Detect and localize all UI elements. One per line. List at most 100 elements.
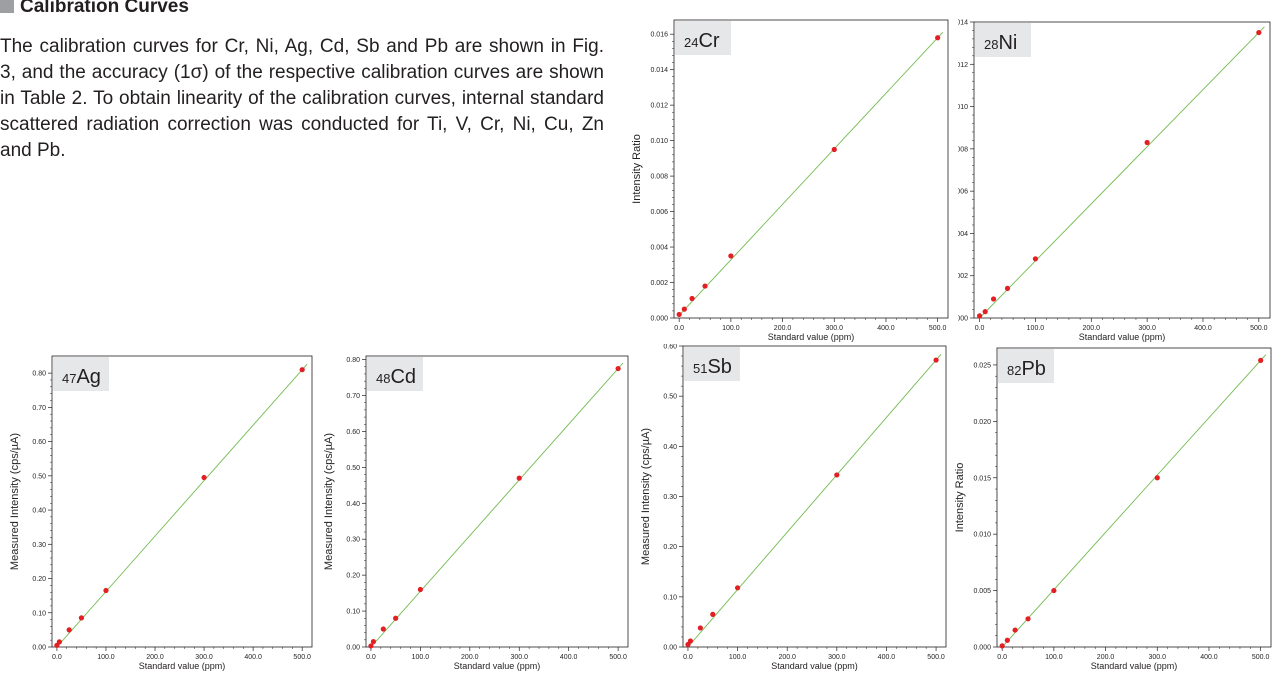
data-point — [990, 296, 997, 302]
y-tick-label: 0.60 — [346, 429, 360, 436]
x-tick-label: 100.0 — [722, 325, 740, 332]
fit-line — [687, 354, 942, 648]
data-point — [78, 615, 85, 621]
data-point — [1256, 29, 1262, 36]
data-point — [516, 475, 522, 481]
x-tick-label: 300.0 — [825, 325, 843, 332]
x-tick-label: 200.0 — [778, 654, 796, 661]
data-point — [999, 643, 1005, 649]
x-tick-label: 0.0 — [683, 654, 693, 661]
fit-line — [979, 26, 1265, 319]
isotope-number: 82 — [1007, 363, 1021, 378]
data-point — [834, 472, 840, 478]
y-tick-label: 0.00 — [32, 645, 46, 652]
x-tick-label: 100.0 — [1045, 654, 1063, 661]
data-point — [370, 639, 377, 645]
y-tick-label: 0.50 — [663, 394, 677, 401]
data-point — [689, 295, 695, 302]
x-tick-label: 400.0 — [1194, 325, 1212, 332]
data-point — [1144, 139, 1150, 146]
element-label-box — [975, 23, 1031, 57]
y-tick-label: 0.002 — [650, 280, 668, 287]
y-tick-label: 0.70 — [32, 405, 46, 412]
data-point — [299, 367, 305, 373]
y-tick-label: 0.80 — [346, 357, 360, 364]
data-point — [734, 585, 741, 591]
isotope-number: 47 — [62, 371, 76, 386]
y-tick-label: 0.10 — [663, 594, 677, 601]
x-tick-label: 400.0 — [1200, 654, 1218, 661]
element-label-box — [998, 349, 1054, 383]
y-tick-label: 0.20 — [346, 573, 360, 580]
element-label-text: 47Ag — [62, 366, 101, 388]
element-symbol: Cr — [698, 30, 719, 52]
x-tick-label: 0.0 — [997, 654, 1007, 661]
x-tick-label: 0.0 — [52, 654, 62, 661]
data-point — [1051, 587, 1057, 594]
chart-svg: 47Ag 0.0 100.0 200.0 300.0 400.0 500.0 0.00 0.10… — [9, 355, 313, 671]
element-label-box — [367, 357, 423, 391]
y-tick-label: 0.30 — [32, 542, 46, 549]
y-tick-label: 0.10 — [32, 610, 46, 617]
chart-cd: 48Cd 0.0 100.0 200.0 300.0 400.0 500.0 0.00 0.10… — [320, 344, 636, 673]
fit-line — [1001, 354, 1267, 648]
fit-line — [56, 363, 308, 648]
x-axis-label: Standard value (ppm) — [139, 661, 226, 671]
chart-pb: 82Pb 0.0 100.0 200.0 300.0 400.0 500.0 0.000 0.0… — [954, 344, 1279, 673]
isotope-number: 48 — [376, 371, 390, 386]
plot-frame — [973, 21, 1271, 319]
data-point — [687, 638, 694, 644]
x-tick-label: 300.0 — [195, 654, 213, 661]
y-tick-label: 0.010 — [650, 138, 668, 145]
element-symbol: Ni — [998, 32, 1017, 54]
y-tick-label: 0.006 — [958, 189, 968, 196]
y-tick-label: 0.004 — [650, 245, 668, 252]
y-axis-label: Measured Intensity (cps/µA) — [323, 433, 335, 570]
section-title-text: Calibration Curves — [20, 0, 189, 17]
chart-ag: 47Ag 0.0 100.0 200.0 300.0 400.0 500.0 0.00 0.10… — [0, 344, 320, 673]
x-tick-label: 400.0 — [244, 654, 262, 661]
isotope-number: 24 — [684, 35, 698, 50]
data-point — [697, 625, 703, 631]
element-label-box — [53, 357, 109, 391]
y-tick-label: 0.020 — [973, 419, 991, 426]
chart-cr: 24Cr 0.0 100.0 200.0 300.0 400.0 500.0 0.000 0.0… — [628, 8, 956, 344]
data-point — [66, 627, 72, 633]
title-square-icon — [0, 0, 14, 13]
data-point — [831, 146, 837, 153]
y-tick-label: 0.008 — [958, 146, 968, 153]
x-tick-label: 0.0 — [674, 325, 684, 332]
x-axis-label: Standard value (ppm) — [768, 332, 855, 342]
x-tick-label: 500.0 — [929, 325, 947, 332]
y-tick-label: 0.10 — [346, 609, 360, 616]
chart-svg: 28Ni0.0100.0200.0300.0400.0500.00.0000.0… — [958, 20, 1271, 342]
x-axis-label: Standard value (ppm) — [1079, 332, 1166, 342]
y-tick-label: 0.000 — [958, 316, 968, 323]
x-tick-label: 200.0 — [146, 654, 164, 661]
y-axis-label: Intensity Ratio — [631, 134, 643, 204]
y-tick-label: 0.20 — [32, 576, 46, 583]
y-tick-label: 0.70 — [346, 393, 360, 400]
y-tick-label: 0.80 — [32, 371, 46, 378]
y-tick-label: 0.015 — [973, 475, 991, 482]
chart-svg: 48Cd 0.0 100.0 200.0 300.0 400.0 500.0 0.00 0.10… — [323, 355, 629, 671]
y-tick-label: 0.004 — [958, 231, 968, 238]
plot-frame — [365, 355, 629, 648]
x-tick-label: 200.0 — [461, 654, 479, 661]
data-point — [103, 587, 109, 594]
data-point — [681, 306, 687, 312]
data-point — [380, 626, 386, 632]
y-tick-label: 0.002 — [958, 273, 968, 280]
data-point — [1154, 475, 1160, 481]
y-tick-label: 0.014 — [958, 20, 968, 27]
data-point — [710, 611, 716, 617]
y-tick-label: 0.40 — [663, 444, 677, 451]
data-point — [702, 283, 708, 289]
isotope-number: 51 — [693, 361, 707, 376]
y-tick-label: 0.30 — [663, 494, 677, 501]
element-label: 51Sb — [684, 347, 740, 381]
element-label-text: 82Pb — [1007, 358, 1046, 380]
chart-sb: 51Sb 0.0 100.0 200.0 300.0 400.0 500.0 0.00 0.10… — [636, 344, 954, 673]
x-tick-label: 100.0 — [412, 654, 430, 661]
y-tick-label: 0.50 — [32, 473, 46, 480]
